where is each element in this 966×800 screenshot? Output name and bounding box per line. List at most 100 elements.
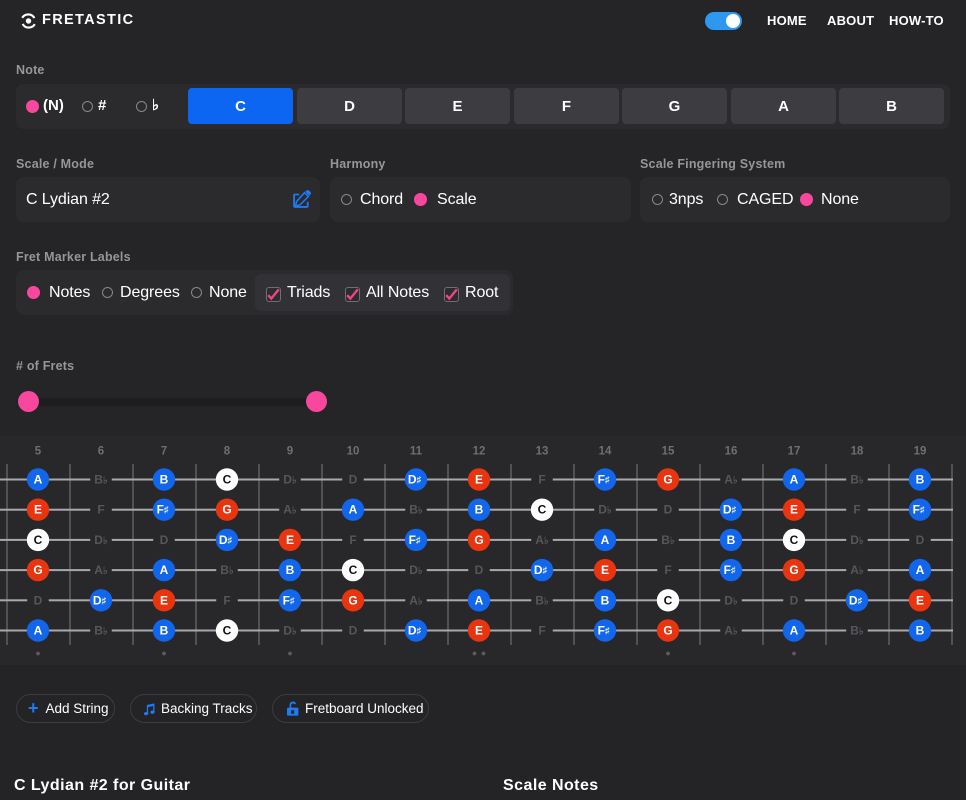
- svg-text:C: C: [664, 593, 673, 607]
- svg-text:F: F: [223, 593, 230, 607]
- svg-text:D: D: [475, 563, 484, 577]
- svg-text:A: A: [790, 624, 799, 638]
- svg-text:F♯: F♯: [598, 624, 610, 638]
- svg-text:B: B: [475, 503, 484, 517]
- svg-text:E: E: [34, 503, 42, 517]
- svg-text:F: F: [664, 563, 671, 577]
- svg-text:A: A: [34, 624, 43, 638]
- svg-text:F♯: F♯: [724, 563, 736, 577]
- svg-text:12: 12: [473, 446, 486, 458]
- svg-text:D♭: D♭: [283, 473, 297, 487]
- svg-text:G: G: [33, 563, 42, 577]
- svg-text:D♭: D♭: [94, 533, 108, 547]
- svg-text:19: 19: [914, 446, 927, 458]
- svg-text:8: 8: [224, 446, 231, 458]
- svg-text:E: E: [475, 624, 483, 638]
- svg-text:B♭: B♭: [409, 503, 423, 517]
- svg-text:A♭: A♭: [283, 503, 297, 517]
- svg-text:B♭: B♭: [94, 473, 108, 487]
- svg-text:D♭: D♭: [724, 593, 738, 607]
- svg-text:14: 14: [599, 446, 612, 458]
- svg-text:E: E: [601, 563, 609, 577]
- svg-text:16: 16: [725, 446, 738, 458]
- svg-text:10: 10: [347, 446, 360, 458]
- svg-text:F♯: F♯: [913, 503, 925, 517]
- svg-text:F♯: F♯: [598, 473, 610, 487]
- svg-text:G: G: [222, 503, 231, 517]
- svg-text:F: F: [538, 624, 545, 638]
- svg-text:B♭: B♭: [850, 473, 864, 487]
- svg-text:D♭: D♭: [850, 533, 864, 547]
- svg-text:13: 13: [536, 446, 549, 458]
- svg-text:D♭: D♭: [598, 503, 612, 517]
- svg-text:D♯: D♯: [723, 503, 737, 517]
- svg-text:A: A: [790, 473, 799, 487]
- svg-text:A: A: [601, 533, 610, 547]
- svg-text:A: A: [160, 563, 169, 577]
- svg-text:A♭: A♭: [94, 563, 108, 577]
- svg-text:D: D: [160, 533, 169, 547]
- svg-text:A: A: [916, 563, 925, 577]
- svg-text:F: F: [97, 503, 104, 517]
- svg-text:G: G: [348, 593, 357, 607]
- svg-text:E: E: [286, 533, 294, 547]
- svg-text:D: D: [34, 593, 43, 607]
- svg-text:G: G: [663, 473, 672, 487]
- svg-text:B: B: [286, 563, 295, 577]
- svg-text:D♭: D♭: [283, 624, 297, 638]
- svg-text:D♯: D♯: [408, 624, 422, 638]
- svg-text:A♭: A♭: [724, 624, 738, 638]
- svg-text:B♭: B♭: [850, 624, 864, 638]
- svg-text:18: 18: [851, 446, 864, 458]
- svg-text:D♯: D♯: [849, 593, 863, 607]
- svg-text:B: B: [160, 624, 169, 638]
- svg-text:A: A: [475, 593, 484, 607]
- svg-text:9: 9: [287, 446, 293, 458]
- svg-text:E: E: [475, 473, 483, 487]
- svg-text:D: D: [349, 473, 358, 487]
- svg-text:D♯: D♯: [219, 533, 233, 547]
- svg-text:D: D: [349, 624, 358, 638]
- svg-text:D: D: [790, 593, 799, 607]
- svg-text:E: E: [160, 593, 168, 607]
- svg-text:C: C: [223, 473, 232, 487]
- svg-text:F: F: [538, 473, 545, 487]
- svg-text:D♯: D♯: [93, 593, 107, 607]
- svg-text:B♭: B♭: [220, 563, 234, 577]
- svg-text:6: 6: [98, 446, 104, 458]
- svg-text:11: 11: [410, 446, 423, 458]
- svg-text:B♭: B♭: [661, 533, 675, 547]
- svg-text:C: C: [790, 533, 799, 547]
- svg-text:D♭: D♭: [409, 563, 423, 577]
- svg-text:D: D: [916, 533, 925, 547]
- svg-text:A: A: [34, 473, 43, 487]
- svg-text:D♯: D♯: [408, 473, 422, 487]
- svg-text:B♭: B♭: [535, 593, 549, 607]
- svg-text:B: B: [916, 624, 925, 638]
- svg-text:F♯: F♯: [283, 593, 295, 607]
- svg-text:A♭: A♭: [850, 563, 864, 577]
- svg-text:F♯: F♯: [157, 503, 169, 517]
- svg-text:G: G: [474, 533, 483, 547]
- svg-text:B: B: [601, 593, 610, 607]
- svg-text:C: C: [34, 533, 43, 547]
- svg-text:A: A: [349, 503, 358, 517]
- svg-text:7: 7: [161, 446, 167, 458]
- svg-text:F: F: [853, 503, 860, 517]
- svg-text:D♯: D♯: [534, 563, 548, 577]
- svg-text:A♭: A♭: [535, 533, 549, 547]
- svg-text:F: F: [349, 533, 356, 547]
- svg-text:17: 17: [788, 446, 801, 458]
- svg-text:C: C: [223, 624, 232, 638]
- svg-text:G: G: [789, 563, 798, 577]
- svg-text:B♭: B♭: [94, 624, 108, 638]
- svg-text:B: B: [727, 533, 736, 547]
- svg-text:E: E: [916, 593, 924, 607]
- svg-text:A♭: A♭: [409, 593, 423, 607]
- svg-text:E: E: [790, 503, 798, 517]
- svg-text:D: D: [664, 503, 673, 517]
- svg-text:B: B: [916, 473, 925, 487]
- svg-text:C: C: [349, 563, 358, 577]
- svg-text:15: 15: [662, 446, 675, 458]
- svg-text:C: C: [538, 503, 547, 517]
